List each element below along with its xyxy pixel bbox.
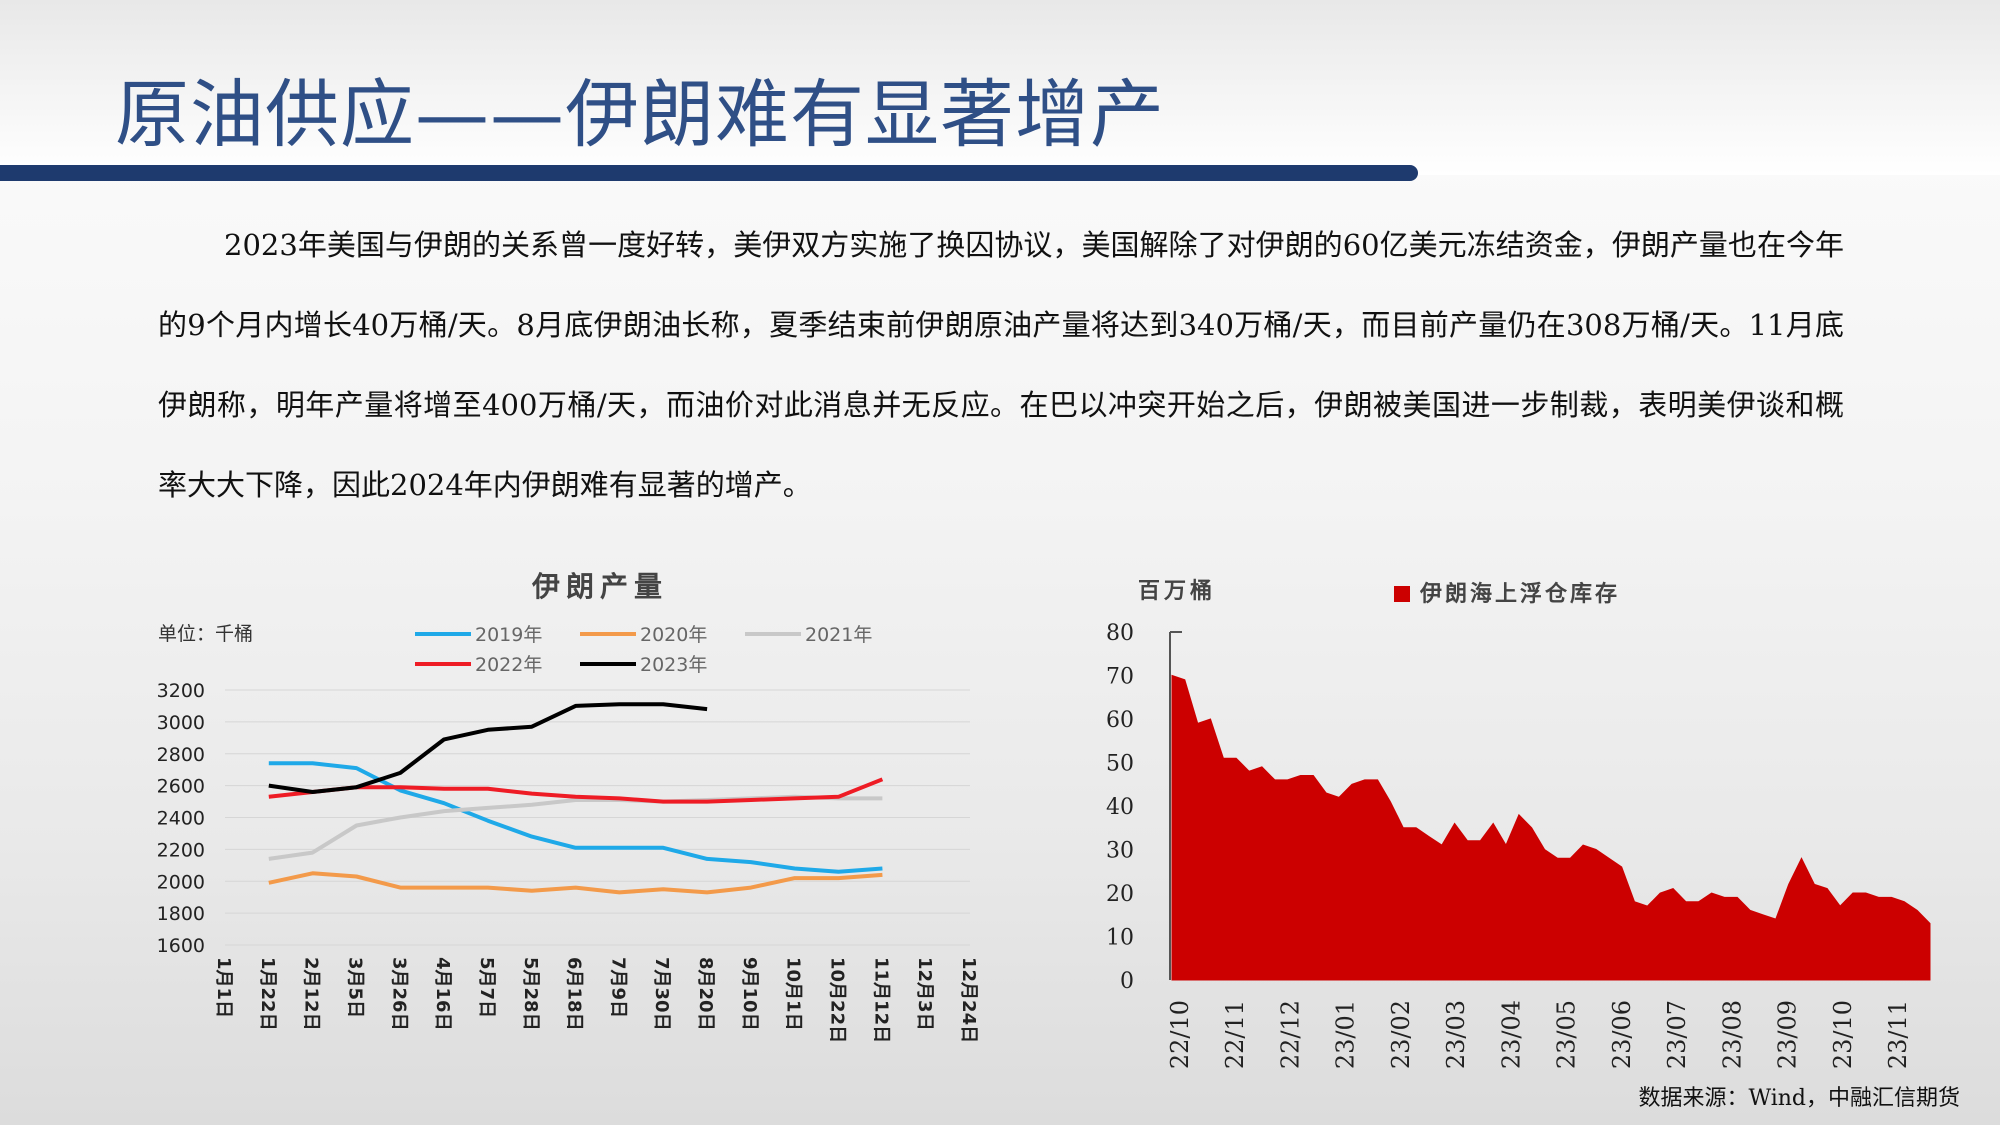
x-tick-label: 10月22日 [827,957,848,1043]
x-tick-label: 23/04 [1497,1000,1525,1069]
title-rule [0,165,1418,181]
series-lines [268,702,884,895]
y-tick-label: 40 [1106,795,1134,820]
y-tick-label: 3200 [157,680,205,702]
x-tick-label: 3月5日 [344,957,365,1018]
x-tick-label: 5月7日 [476,957,497,1018]
y-tick-label: 1600 [157,935,205,957]
x-tick-label: 23/11 [1884,1000,1912,1069]
series-line-2020年 [268,871,883,895]
legend-label: 2022年 [475,654,542,676]
y-tick-label: 1800 [157,903,205,925]
x-tick-label: 5月28日 [520,957,541,1031]
x-tick-label: 1月22日 [257,957,278,1031]
legend-swatch [1394,586,1410,602]
series-area-fill [1171,674,1931,981]
chart-title: 伊朗产量 [531,570,668,603]
legend-label: 2023年 [640,654,707,676]
x-tick-label: 23/05 [1553,1000,1581,1069]
y-tick-label: 80 [1106,621,1134,646]
y-tick-label: 2000 [157,871,205,893]
y-tick-label: 30 [1106,839,1134,864]
source-note: 数据来源：Wind，中融汇信期货 [1638,1086,1960,1111]
y-tick-label: 70 [1106,665,1134,690]
gridlines [225,689,970,946]
x-tick-label: 23/01 [1332,1000,1360,1069]
x-tick-label: 12月3日 [914,957,935,1031]
x-tick-label: 1月1日 [213,957,234,1018]
x-tick-label: 22/10 [1166,1000,1194,1069]
x-tick-label: 23/03 [1442,1000,1470,1069]
x-tick-label: 9月10日 [739,957,760,1031]
header-band [0,0,2000,175]
y-axis: 1600 1800 2000 2200 2400 2600 2800 3000 3200 [157,680,205,957]
legend-label: 2020年 [640,624,707,646]
x-tick-label: 22/12 [1276,1000,1304,1069]
y-tick-label: 50 [1106,752,1134,777]
legend: 2019年 2020年 2021年 2022年 2023年 [415,624,872,676]
unit-label: 单位：千桶 [158,623,253,645]
x-tick-label: 3月26日 [388,957,409,1031]
x-axis: 1月1日 1月22日 2月12日 3月5日 3月26日 4月16日 5月7日 5月28日 6月1… [213,957,979,1043]
x-tick-label: 22/11 [1221,1000,1249,1069]
y-tick-label: 2800 [157,744,205,766]
series-line-2023年 [268,702,708,794]
x-tick-label: 23/08 [1718,1000,1746,1069]
x-tick-label: 23/09 [1774,1000,1802,1069]
body-paragraph: 2023年美国与伊朗的关系曾一度好转，美伊双方实施了换囚协议，美国解除了对伊朗的… [158,228,1844,502]
series-area [1171,674,1931,981]
x-tick-label: 7月9日 [607,957,628,1018]
y-tick-label: 2400 [157,808,205,830]
y-tick-label: 3000 [157,712,205,734]
y-axis-label: 百万桶 [1138,579,1216,604]
y-tick-label: 2600 [157,776,205,798]
x-tick-label: 7月30日 [651,957,672,1031]
series-line-2022年 [268,777,884,804]
y-tick-label: 20 [1106,882,1134,907]
y-tick-label: 60 [1106,708,1134,733]
y-tick-label: 10 [1106,926,1134,951]
legend-label: 伊朗海上浮仓库存 [1419,581,1620,607]
x-tick-label: 8月20日 [695,957,716,1031]
series-line-2019年 [268,761,883,874]
y-tick-label: 0 [1120,969,1134,994]
x-tick-label: 12月24日 [958,957,979,1043]
x-tick-label: 2月12日 [301,957,322,1031]
x-tick-label: 10月1日 [783,957,804,1031]
x-tick-label: 23/10 [1829,1000,1857,1069]
iran-production-chart: 伊朗产量 单位：千桶 2019年 2020年 2021年 2022年 2023年 160… [157,570,979,1043]
y-tick-label: 2200 [157,839,205,861]
x-tick-label: 4月16日 [432,957,453,1031]
x-tick-label: 6月18日 [564,957,585,1031]
x-tick-label: 23/07 [1663,1000,1691,1069]
x-tick-label: 11月12日 [870,957,891,1043]
x-tick-label: 23/06 [1608,1000,1636,1069]
legend-label: 2019年 [475,624,542,646]
page-title: 原油供应——伊朗难有显著增产 [115,72,1165,158]
x-axis: 22/10 22/11 22/12 23/01 23/02 23/03 23/04 23/05… [1166,1000,1912,1069]
y-axis: 0 10 20 30 40 50 60 70 80 [1106,621,1182,994]
legend-label: 2021年 [805,624,872,646]
x-tick-label: 23/02 [1387,1000,1415,1069]
